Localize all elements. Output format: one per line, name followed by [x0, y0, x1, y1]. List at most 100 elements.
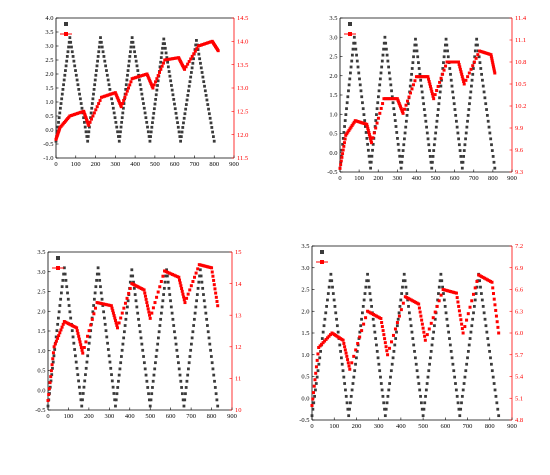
fcr-point [311, 391, 315, 395]
fcr-point [368, 137, 372, 141]
fcr-point [142, 288, 146, 292]
tensile-stress-point [192, 317, 196, 321]
fcr-point [471, 292, 475, 296]
tensile-stress-point [101, 304, 105, 307]
tensile-stress-point [452, 96, 455, 100]
tensile-stress-point [353, 41, 357, 45]
tensile-stress-point [184, 386, 188, 389]
fcr-point [433, 93, 437, 97]
fcr-point [422, 330, 426, 334]
tensile-stress-point [105, 335, 109, 339]
fcr-point [342, 144, 346, 148]
fcr-point [119, 103, 123, 107]
fcr-point [110, 92, 114, 96]
fcr-point [213, 287, 217, 291]
tensile-stress-point [159, 56, 163, 59]
tensile-stress-point [176, 125, 180, 129]
tensile-stress-point [439, 272, 443, 276]
tensile-stress-point [491, 155, 495, 158]
y2-tick-label: 13 [235, 312, 242, 319]
tensile-stress-point [70, 50, 74, 54]
fcr-point [383, 337, 387, 341]
fcr-point [100, 302, 104, 306]
fcr-point [493, 303, 497, 307]
tensile-stress-point [452, 102, 456, 106]
tensile-stress-point [379, 375, 382, 379]
tensile-stress-point [403, 279, 407, 283]
fcr-point [315, 358, 319, 362]
tensile-stress-point [353, 369, 357, 373]
tensile-stress-point [111, 102, 114, 105]
fcr-point [155, 295, 159, 299]
tensile-stress-point [401, 149, 405, 152]
fcr-point [69, 113, 73, 117]
fcr-point [470, 299, 474, 303]
fcr-point [84, 117, 88, 121]
tensile-stress-point [478, 61, 482, 65]
legend-fcr-marker [348, 32, 352, 36]
tensile-stress-point [404, 125, 408, 129]
tensile-stress-point [444, 37, 448, 41]
tensile-stress-point [114, 404, 117, 408]
tensile-stress-point [118, 135, 122, 138]
tensile-stress-point [329, 272, 333, 276]
tensile-stress-point [169, 305, 173, 309]
tensile-stress-point [414, 362, 418, 366]
fcr-point [342, 141, 346, 145]
tensile-stress-point [91, 310, 95, 314]
fcr-point [397, 102, 401, 106]
tensile-stress-point [481, 78, 484, 82]
fcr-point [210, 270, 214, 274]
tensile-stress-point [485, 113, 489, 117]
tensile-stress-point [381, 394, 385, 398]
fcr-point [362, 322, 366, 326]
fcr-point [343, 137, 347, 141]
tensile-stress-point [180, 392, 184, 396]
x-tick-label: 700 [186, 413, 196, 420]
y2-tick-label: 13.5 [237, 62, 248, 69]
tensile-stress-point [188, 355, 192, 358]
tensile-stress-point [199, 66, 203, 70]
fcr-point [397, 100, 401, 104]
y2-tick-label: 11 [235, 376, 241, 383]
tensile-stress-point [414, 37, 417, 41]
tensile-stress-point [478, 279, 481, 283]
tensile-stress-point [471, 317, 475, 321]
tensile-stress-point [131, 40, 135, 44]
tensile-stress-point [402, 143, 406, 147]
x-tick-label: 100 [354, 175, 364, 182]
x-tick-label: 900 [507, 423, 517, 430]
fcr-point [383, 341, 387, 345]
tensile-stress-point [173, 102, 176, 106]
tensile-stress-point [141, 348, 145, 352]
fcr-point [491, 286, 495, 290]
tensile-stress-point [86, 354, 90, 358]
tensile-stress-point [371, 142, 375, 146]
tensile-stress-point [211, 367, 215, 371]
fcr-point [396, 98, 400, 102]
tensile-stress-point [370, 305, 373, 308]
tensile-stress-point [471, 72, 475, 76]
tensile-stress-point [115, 125, 119, 129]
tensile-stress-point [180, 130, 184, 134]
tensile-stress-point [187, 367, 190, 371]
tensile-stress-point [64, 278, 68, 282]
fcr-point [183, 67, 187, 71]
fcr-point [391, 333, 395, 337]
tensile-stress-point [165, 268, 168, 272]
tensile-stress-point [459, 155, 463, 158]
fcr-point [170, 272, 174, 276]
fcr-point [86, 122, 90, 126]
tensile-stress-point [407, 311, 411, 315]
tensile-stress-point [178, 373, 182, 377]
tensile-stress-point [405, 113, 409, 117]
fcr-point [397, 314, 401, 318]
fcr-point [169, 57, 173, 61]
fcr-point [115, 95, 119, 99]
tensile-stress-point [344, 113, 348, 116]
fcr-point [466, 312, 470, 316]
x-tick-label: 100 [329, 423, 339, 430]
fcr-point [342, 341, 346, 345]
x-tick-label: 800 [207, 413, 217, 420]
tensile-stress-point [195, 39, 198, 42]
